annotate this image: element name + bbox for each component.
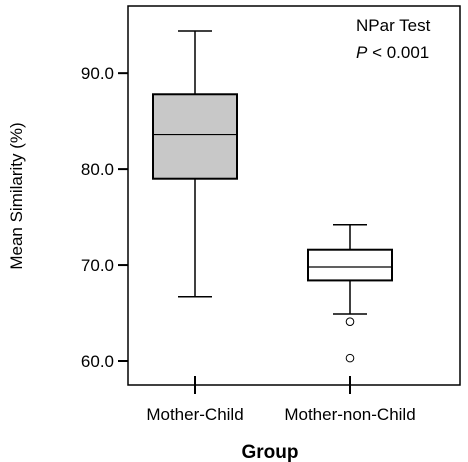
x-axis-ticks: Mother-Child Mother-non-Child xyxy=(146,376,416,424)
annotation-p-rest: < 0.001 xyxy=(367,43,429,62)
interquartile-box xyxy=(152,93,238,180)
boxes-layer xyxy=(152,30,393,363)
y-axis-label: Mean Similarity (%) xyxy=(7,122,26,269)
box-mother-non-child xyxy=(307,224,393,363)
plot-frame xyxy=(127,5,461,386)
x-axis-label: Group xyxy=(242,442,299,462)
box-mother-child xyxy=(152,30,238,298)
annotation-p-value: P < 0.001 xyxy=(356,43,429,62)
y-axis-ticks: 60.0 70.0 80.0 90.0 xyxy=(81,64,128,371)
annotation-p-symbol: P xyxy=(356,43,368,62)
y-tick-label: 80.0 xyxy=(81,160,114,179)
outlier-point xyxy=(345,353,355,363)
y-tick-label: 90.0 xyxy=(81,64,114,83)
x-tick-label: Mother-non-Child xyxy=(284,405,415,424)
x-tick-label: Mother-Child xyxy=(146,405,243,424)
outlier-point xyxy=(345,317,355,326)
y-tick-label: 60.0 xyxy=(81,352,114,371)
annotation-npar-test: NPar Test xyxy=(356,16,431,35)
y-tick-label: 70.0 xyxy=(81,256,114,275)
interquartile-box xyxy=(307,248,393,282)
